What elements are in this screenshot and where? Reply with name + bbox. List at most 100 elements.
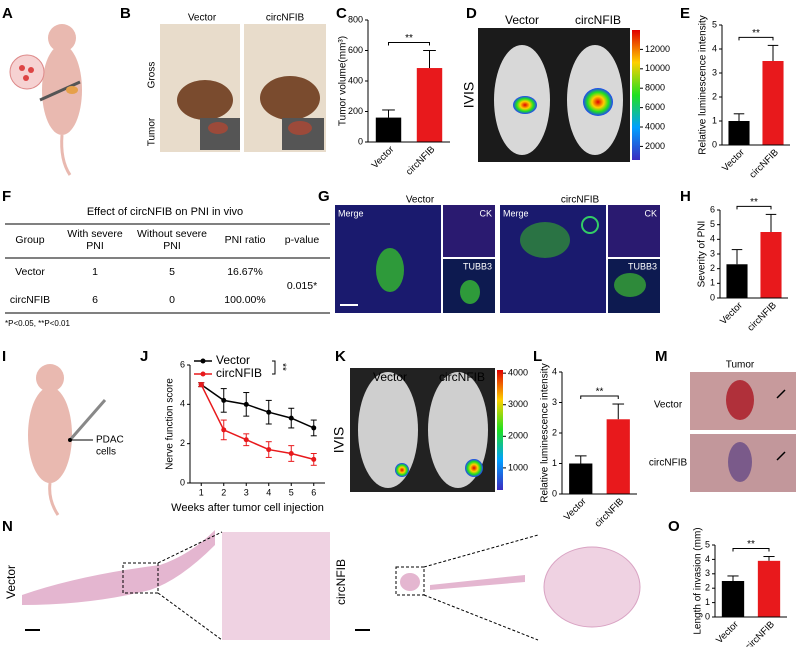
bar <box>728 121 750 145</box>
image-label: IVIS <box>461 82 477 108</box>
x-tick-label: 4 <box>266 487 271 497</box>
y-tick-label: 1 <box>712 115 717 125</box>
y-tick-label: 0 <box>712 139 717 149</box>
y-tick-label: 0 <box>358 136 363 146</box>
image-label: Gross <box>147 62 158 89</box>
y-tick-label: 4 <box>180 399 185 409</box>
image-label: circNFIB <box>334 559 348 605</box>
colorbar-tick-label: 12000 <box>645 44 670 54</box>
significance-label: ** <box>752 28 760 39</box>
table-cell: circNFIB <box>10 294 50 306</box>
image-label: CK <box>644 208 657 218</box>
y-tick-label: 0 <box>705 611 710 621</box>
table-footnote: *P<0.05, **P<0.01 <box>5 319 70 328</box>
significance-label: ** <box>276 363 287 371</box>
y-tick-label: 6 <box>180 359 185 369</box>
y-axis-label: Tumor volume(mm³) <box>338 36 349 126</box>
x-tick-label: circNFIB <box>747 147 781 181</box>
colorbar-tick-label: 8000 <box>645 83 665 93</box>
bar <box>569 463 593 494</box>
panel-label: E <box>680 5 690 22</box>
significance-label: ** <box>747 539 755 550</box>
x-tick-label: circNFIB <box>745 300 779 334</box>
image-label: PDAC <box>96 435 124 446</box>
y-tick-label: 5 <box>712 19 717 29</box>
y-tick-label: 4 <box>705 554 710 564</box>
y-axis-label: Relative luminescence intensity <box>698 15 709 155</box>
image-label: CK <box>479 208 492 218</box>
x-tick-label: Vector <box>370 144 397 171</box>
bar <box>375 117 402 142</box>
table-cell: 0 <box>169 294 175 306</box>
marker <box>288 415 294 421</box>
marker <box>266 409 272 415</box>
table-cell: Vector <box>15 266 45 278</box>
histology <box>22 530 650 641</box>
panel-label: B <box>120 5 131 22</box>
bar <box>757 560 781 617</box>
bar <box>606 419 630 494</box>
image-label: Merge <box>503 208 529 218</box>
image-label: Vector <box>373 370 407 384</box>
image-label: circNFIB <box>266 13 305 24</box>
x-tick-label: Vector <box>720 147 747 174</box>
y-tick-label: 600 <box>348 45 363 55</box>
panel-label: K <box>335 348 346 365</box>
marker <box>243 437 249 443</box>
y-tick-label: 2 <box>710 263 715 273</box>
x-axis-label: Weeks after tumor cell injection <box>171 502 324 514</box>
y-tick-label: 3 <box>705 568 710 578</box>
table-cell: 5 <box>169 266 175 278</box>
bar <box>721 581 745 617</box>
panel-label: N <box>2 518 13 535</box>
panel-label: O <box>668 518 680 535</box>
significance-bracket <box>272 360 276 375</box>
x-tick-label: 2 <box>221 487 226 497</box>
ivis-image <box>478 28 640 162</box>
significance-label: ** <box>405 33 413 44</box>
significance-bracket <box>580 395 619 400</box>
image-label: TUBB3 <box>463 261 492 271</box>
immunofluorescence <box>335 205 660 313</box>
legend-marker <box>200 358 206 364</box>
y-tick-label: 200 <box>348 106 363 116</box>
y-axis-label: Length of invasion (mm) <box>693 527 704 634</box>
y-tick-label: 4 <box>712 43 717 53</box>
legend-label: circNFIB <box>216 366 262 380</box>
significance-bracket <box>738 36 774 41</box>
marker <box>221 397 227 403</box>
panel-label: F <box>2 188 11 205</box>
y-tick-label: 1 <box>710 278 715 288</box>
colorbar-tick-label: 4000 <box>508 368 528 378</box>
y-axis-label: Nerve function score <box>165 378 176 470</box>
panel-label: C <box>336 5 347 22</box>
panel-label: G <box>318 188 330 205</box>
panel-label: D <box>466 5 477 22</box>
significance-bracket <box>736 205 772 210</box>
legend-marker <box>200 371 206 377</box>
colorbar-tick-label: 6000 <box>645 102 665 112</box>
legend-label: Vector <box>216 353 250 367</box>
image-label: Tumor <box>726 360 755 371</box>
table-title: Effect of circNFIB on PNI in vivo <box>87 206 243 218</box>
y-tick-label: 2 <box>180 438 185 448</box>
y-tick-label: 2 <box>705 583 710 593</box>
image-label: IVIS <box>331 427 347 453</box>
table-header: Group <box>15 234 44 246</box>
image-label: cells <box>96 447 116 458</box>
series-line <box>200 384 315 429</box>
panel-label: I <box>2 348 6 365</box>
marker <box>221 427 227 433</box>
mouse-illustration <box>9 24 82 176</box>
marker <box>311 425 317 431</box>
table-header: PNI <box>163 240 181 252</box>
image-label: TUBB3 <box>628 261 657 271</box>
x-tick-label: 6 <box>311 487 316 497</box>
series-line <box>200 384 314 461</box>
x-tick-label: Vector <box>718 300 745 327</box>
y-tick-label: 1 <box>552 458 557 468</box>
image-label: circNFIB <box>439 370 485 384</box>
image-label: Tumor <box>147 117 158 146</box>
marker <box>243 401 249 407</box>
colorbar-tick-label: 4000 <box>645 121 665 131</box>
